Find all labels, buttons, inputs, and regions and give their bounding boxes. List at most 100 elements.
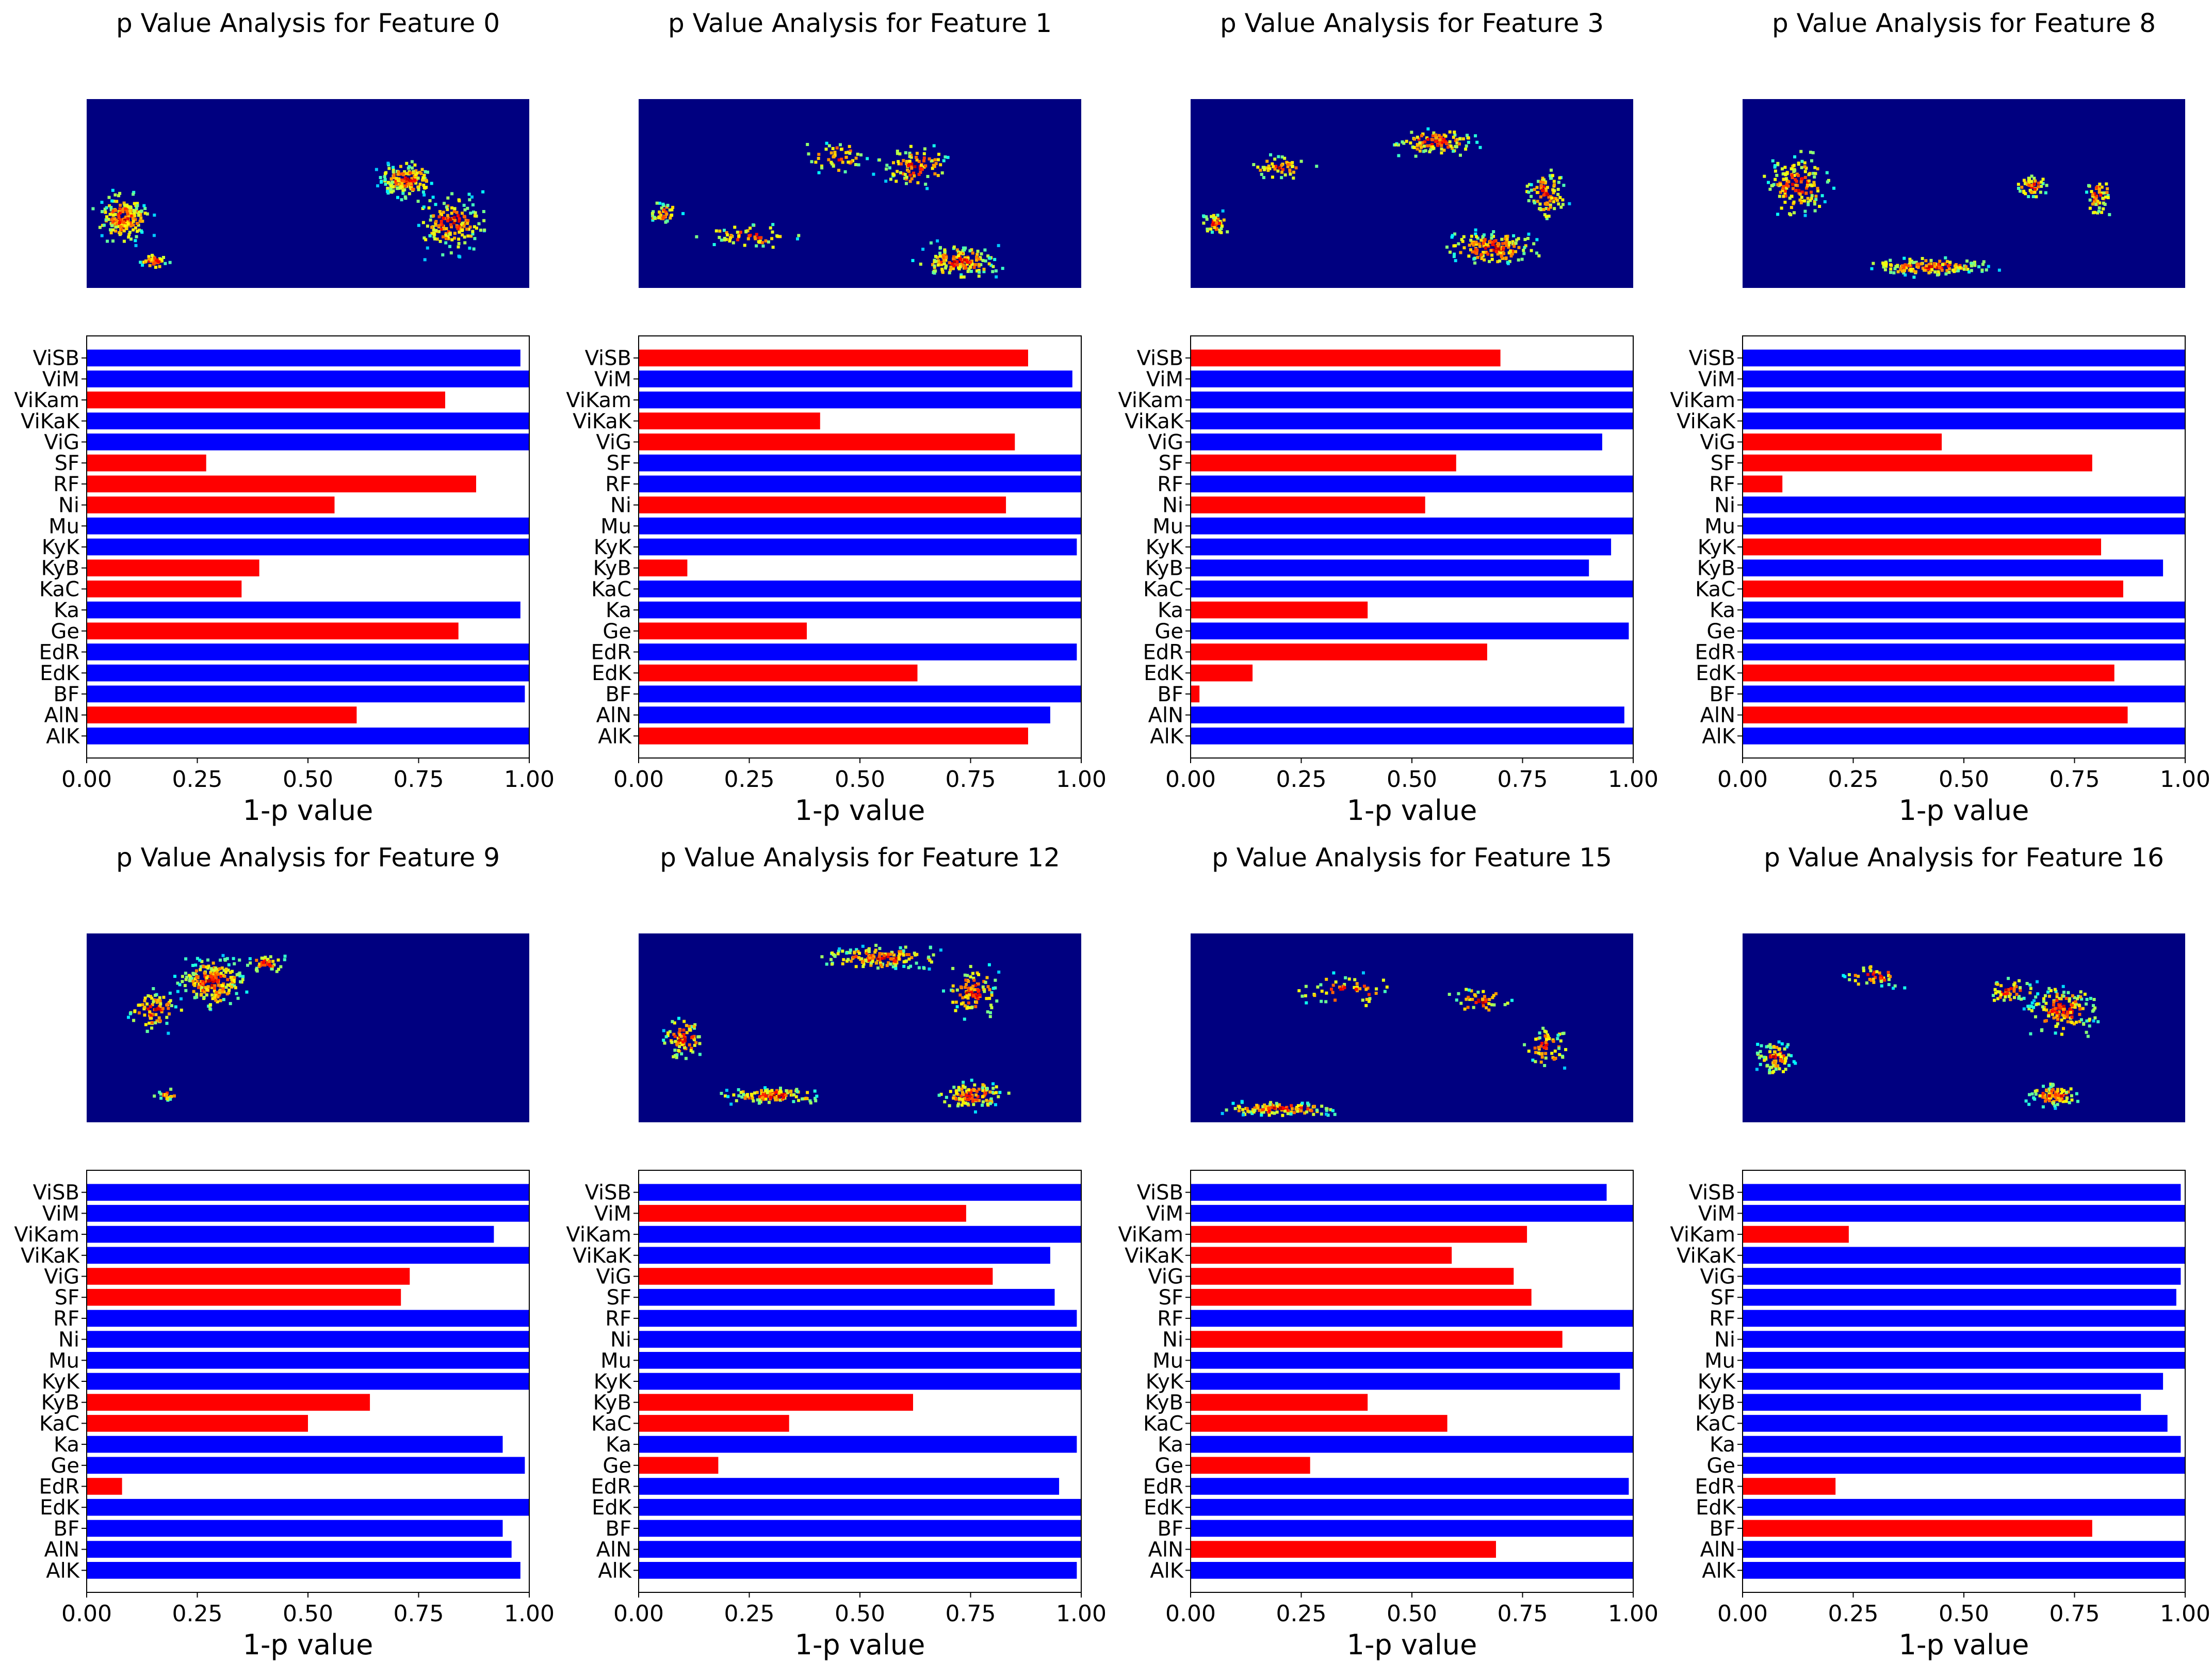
heatmap-speck <box>897 955 901 958</box>
heatmap-speck <box>670 213 674 217</box>
heatmap-speck <box>1526 237 1530 240</box>
heatmap-speck <box>1466 134 1469 137</box>
heatmap-speck <box>1768 1055 1772 1059</box>
heatmap-speck <box>1756 1042 1760 1046</box>
heatmap-speck <box>430 232 434 235</box>
heatmap-speck <box>820 164 823 168</box>
heatmap-speck <box>878 947 882 950</box>
heatmap-speck <box>405 162 409 165</box>
heatmap-speck <box>990 993 994 997</box>
heatmap-speck <box>1542 193 1546 197</box>
heatmap-speck <box>974 1005 978 1008</box>
heatmap-speck <box>924 164 928 168</box>
heatmap-speck <box>216 995 220 998</box>
heatmap-speck <box>775 1095 779 1098</box>
heatmap-speck <box>399 186 402 189</box>
heatmap-speck <box>1211 221 1215 224</box>
heatmap-speck <box>678 1045 681 1049</box>
heatmap-speck <box>1216 214 1219 217</box>
heatmap-speck <box>698 1053 702 1056</box>
heatmap-speck <box>1283 173 1287 176</box>
heatmap-speck <box>1416 143 1419 147</box>
heatmap-speck <box>1343 986 1346 990</box>
heatmap-speck <box>429 218 432 222</box>
heatmap-speck <box>964 978 968 982</box>
heatmap-speck <box>1799 150 1803 153</box>
heatmap-speck <box>1879 976 1882 980</box>
heatmap-speck <box>1532 242 1536 246</box>
heatmap-speck <box>222 990 226 994</box>
heatmap-speck <box>2045 1008 2048 1012</box>
heatmap-speck <box>964 266 967 269</box>
y-tick-label: Ge <box>1706 1454 1735 1478</box>
heatmap-speck <box>1269 153 1273 157</box>
bar-AlN <box>87 1541 512 1558</box>
heatmap-speck <box>850 959 853 963</box>
heatmap-speck <box>948 261 951 265</box>
heatmap-speck <box>1902 256 1906 260</box>
heatmap-speck <box>2047 994 2051 998</box>
heatmap-speck <box>913 174 916 178</box>
heatmap-speck <box>910 162 914 166</box>
heatmap-speck <box>995 999 999 1003</box>
heatmap-speck <box>147 1007 150 1011</box>
heatmap-speck <box>389 177 393 181</box>
bar-ViM <box>1191 1205 1633 1222</box>
heatmap-speck <box>940 171 944 175</box>
heatmap-speck <box>899 171 902 174</box>
y-tick-label: ViKaK <box>573 1244 632 1268</box>
heatmap-speck <box>860 957 864 961</box>
heatmap-speck <box>202 965 205 969</box>
heatmap-speck <box>1533 1046 1537 1050</box>
heatmap-speck <box>129 212 133 216</box>
heatmap-speck <box>159 1092 162 1096</box>
heatmap-speck <box>221 987 225 991</box>
heatmap-speck <box>159 1008 163 1012</box>
heatmap-speck <box>1776 183 1780 186</box>
heatmap-speck <box>400 172 404 176</box>
heatmap-speck <box>1557 181 1560 184</box>
heatmap-speck <box>227 963 231 966</box>
heatmap-speck <box>939 948 942 952</box>
heatmap-speck <box>1784 194 1787 198</box>
heatmap-speck <box>383 178 387 182</box>
heatmap-speck <box>1806 181 1809 185</box>
heatmap-speck <box>2040 1029 2043 1033</box>
bar-ViG <box>1743 433 1942 450</box>
heatmap-speck <box>1807 200 1810 204</box>
heatmap-speck <box>824 148 828 151</box>
heatmap-speck <box>1980 268 1984 272</box>
y-tick-label: Ge <box>51 1454 79 1478</box>
heatmap-speck <box>263 963 267 967</box>
heatmap-speck <box>1970 269 1973 272</box>
heatmap-speck <box>122 229 126 233</box>
heatmap-speck <box>1434 133 1438 137</box>
x-tick-label: 0.75 <box>946 766 996 793</box>
heatmap-speck <box>1803 214 1807 217</box>
heatmap-speck <box>137 1011 141 1014</box>
x-tick-label: 0.50 <box>283 1601 333 1627</box>
bar-ViM <box>639 370 1072 388</box>
heatmap-speck <box>2074 1021 2078 1024</box>
heatmap-speck <box>681 1038 684 1042</box>
heatmap-speck <box>1289 172 1292 176</box>
heatmap-speck <box>184 989 188 992</box>
heatmap-speck <box>2056 1022 2059 1026</box>
heatmap-speck <box>121 208 125 212</box>
heatmap-speck <box>1792 200 1796 204</box>
heatmap-speck <box>1491 243 1495 246</box>
bar-KaC <box>87 580 242 598</box>
heatmap-speck <box>206 958 209 962</box>
heatmap-speck <box>2041 1005 2044 1009</box>
heatmap-speck <box>127 1015 130 1019</box>
heatmap-speck <box>437 215 441 219</box>
heatmap-speck <box>1225 1108 1228 1112</box>
heatmap-speck <box>1281 1114 1284 1117</box>
heatmap-speck <box>1772 1061 1776 1064</box>
bar-ViSB <box>1191 349 1501 367</box>
heatmap-speck <box>733 225 737 229</box>
heatmap-speck <box>119 223 123 227</box>
heatmap-speck <box>894 957 898 960</box>
heatmap-speck <box>230 985 233 989</box>
heatmap-speck <box>231 980 234 984</box>
